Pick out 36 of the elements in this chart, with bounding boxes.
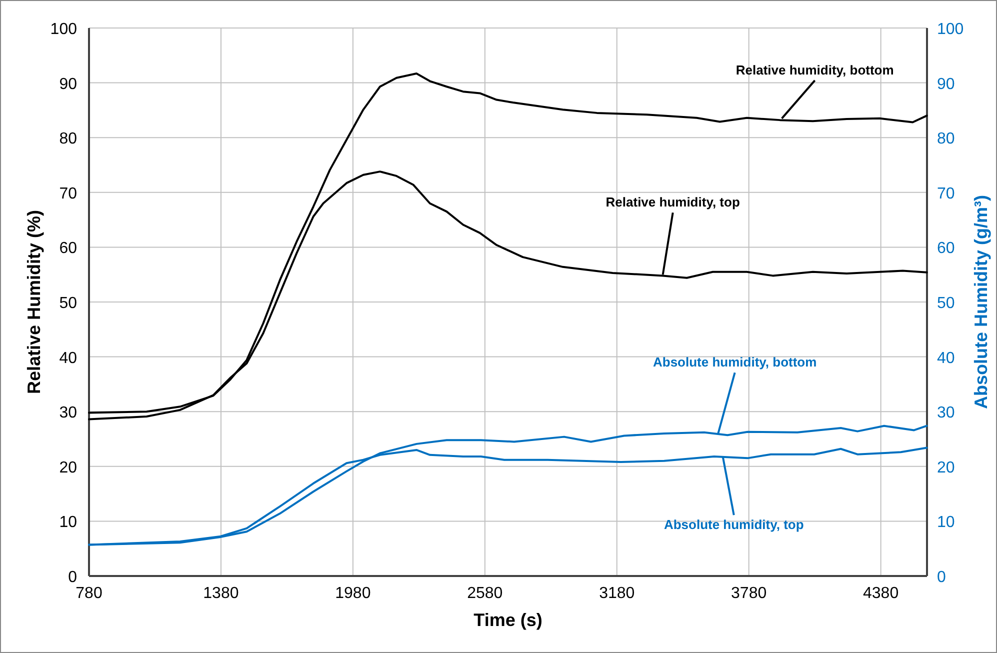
y2-tick-label: 90 xyxy=(937,76,955,93)
y-tick-label: 70 xyxy=(59,185,78,202)
y2-tick-label: 80 xyxy=(937,130,955,148)
y2-tick-label: 0 xyxy=(937,569,946,586)
y2-tick-label: 20 xyxy=(937,459,955,476)
annotation: Relative humidity, top xyxy=(606,194,740,210)
annotation: Absolute humidity, bottom xyxy=(652,354,817,370)
annotation: Relative humidity, bottom xyxy=(736,62,894,78)
y2-tick-label: 50 xyxy=(937,295,955,312)
y-tick-label: 30 xyxy=(59,404,78,422)
y-tick-label: 0 xyxy=(68,569,78,586)
y2-tick-label: 70 xyxy=(937,185,955,202)
x-tick-label: 2580 xyxy=(467,585,503,602)
y-tick-label: 20 xyxy=(59,459,78,476)
y2-tick-label: 60 xyxy=(937,240,955,258)
y-tick-label: 40 xyxy=(59,350,78,367)
y-tick-label: 10 xyxy=(59,514,78,532)
y-axis-title: Relative Humidity (%) xyxy=(24,210,44,394)
y-tick-label: 60 xyxy=(59,240,78,258)
y2-tick-label: 40 xyxy=(937,350,955,367)
x-tick-label: 1380 xyxy=(203,585,239,602)
y2-tick-label: 100 xyxy=(937,21,964,38)
annotation: Absolute humidity, top xyxy=(664,517,804,532)
y2-tick-label: 30 xyxy=(937,404,955,422)
x-tick-label: 780 xyxy=(76,585,102,602)
x-tick-label: 1980 xyxy=(335,585,371,602)
y-tick-label: 90 xyxy=(59,76,78,93)
y-tick-label: 50 xyxy=(59,295,78,312)
x-tick-label: 4380 xyxy=(863,585,899,602)
x-tick-label: 3780 xyxy=(731,585,767,602)
x-axis-title: Time (s) xyxy=(474,610,542,630)
y2-axis-title: Absolute Humidity (g/m³) xyxy=(971,195,991,409)
y2-tick-label: 10 xyxy=(937,514,955,532)
x-tick-label: 3180 xyxy=(599,585,635,602)
y-tick-label: 80 xyxy=(59,130,78,148)
y-tick-label: 100 xyxy=(50,21,78,38)
